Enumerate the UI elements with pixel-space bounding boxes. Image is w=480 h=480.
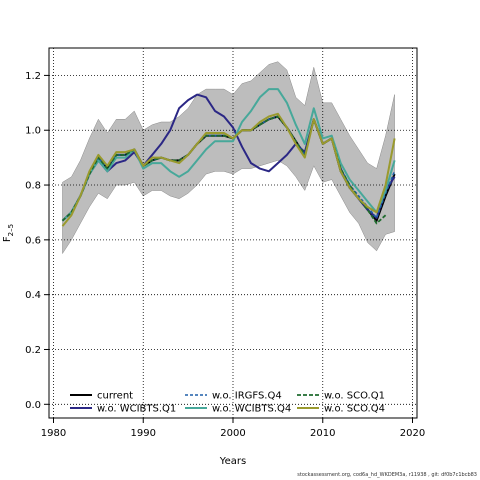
grid-layer xyxy=(49,48,417,418)
y-tick-label: 0.8 xyxy=(25,181,41,192)
y-tick-label: 0.2 xyxy=(25,345,41,356)
y-axis-title: F2–5 xyxy=(2,224,15,242)
x-tick-label: 2010 xyxy=(310,428,335,439)
x-axis-title: Years xyxy=(219,456,246,467)
x-axis: 1980 1990 2000 2010 2020 xyxy=(41,418,425,439)
uncertainty-band-layer xyxy=(62,61,395,255)
series-layer xyxy=(61,88,396,227)
y-axis-title-sub: 2–5 xyxy=(7,224,15,236)
y-tick-label: 0.4 xyxy=(25,290,41,301)
x-tick-label: 1990 xyxy=(131,428,156,439)
series-line-3 xyxy=(61,88,396,222)
svg-text:F2–5: F2–5 xyxy=(2,224,15,242)
y-axis-title-main: F xyxy=(2,236,13,242)
x-tick-label: 2020 xyxy=(400,428,425,439)
y-tick-label: 0.6 xyxy=(25,235,41,246)
y-axis: 0.0 0.2 0.4 0.6 0.8 1.0 1.2 xyxy=(25,71,49,411)
legend-label: w.o. SCO.Q1 xyxy=(324,391,385,402)
legend-label: current xyxy=(97,391,133,402)
x-tick-label: 1980 xyxy=(41,428,66,439)
legend-label: w.o. WCIBTS.Q4 xyxy=(212,404,291,415)
legend-label: w.o. IRGFS.Q4 xyxy=(212,391,282,402)
y-tick-label: 0.0 xyxy=(25,400,41,411)
legend: current w.o. WCIBTS.Q1 w.o. IRGFS.Q4 w.o. W… xyxy=(70,391,385,415)
series-line-5 xyxy=(61,112,396,227)
legend-label: w.o. WCIBTS.Q1 xyxy=(97,404,176,415)
x-tick-label: 2000 xyxy=(220,428,245,439)
y-tick-label: 1.2 xyxy=(25,71,41,82)
legend-label: w.o. SCO.Q4 xyxy=(324,404,385,415)
footer-credit: stockassessment.org, cod6a_hd_WKDEM3a, r… xyxy=(297,472,477,478)
y-tick-label: 1.0 xyxy=(25,126,41,137)
confidence-band xyxy=(62,61,395,255)
